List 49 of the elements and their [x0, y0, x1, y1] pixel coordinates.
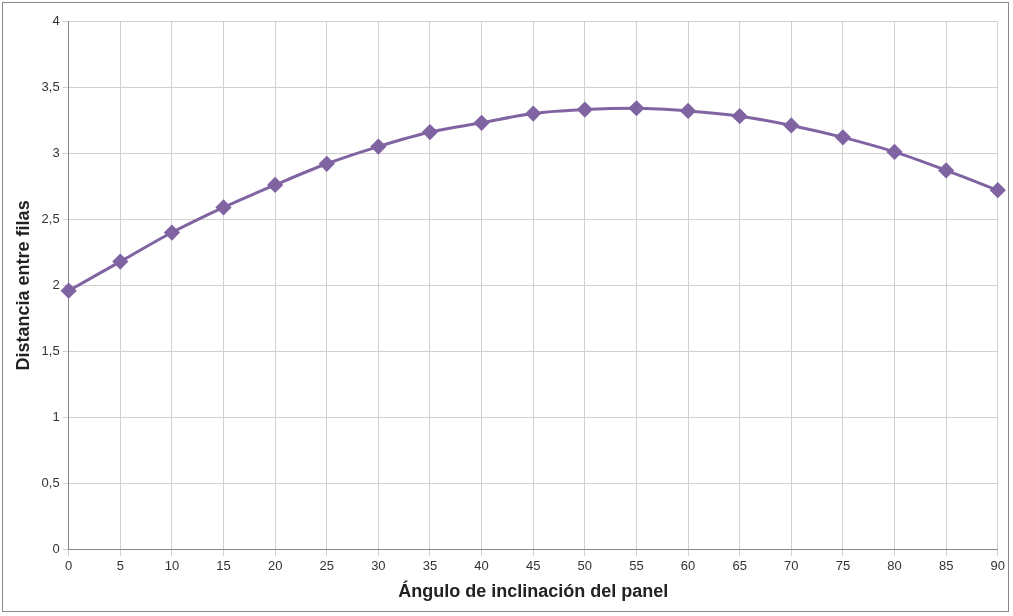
y-tick-label: 4 [52, 12, 60, 28]
point [216, 199, 232, 215]
y-tick-label: 1 [52, 409, 60, 425]
x-tick-label: 85 [938, 558, 954, 574]
y-tick-label: 2,5 [41, 210, 60, 226]
point [164, 225, 180, 241]
point [370, 139, 386, 155]
x-tick-label: 80 [887, 558, 902, 574]
x-tick-label: 90 [990, 558, 1005, 574]
x-tick-label: 60 [680, 558, 696, 574]
x-tick-label: 20 [267, 558, 283, 574]
y-tick-label: 0 [52, 541, 60, 557]
point [990, 182, 1006, 198]
x-tick-label: 45 [525, 558, 541, 574]
y-tick-label: 0,5 [41, 475, 60, 491]
x-tick-label: 75 [835, 558, 851, 574]
point [577, 102, 593, 118]
x-tick-label: 15 [216, 558, 231, 574]
y-tick-label: 2 [52, 276, 60, 292]
point [474, 115, 490, 131]
point [422, 124, 438, 140]
y-tick-label: 3 [52, 144, 60, 160]
x-tick-label: 25 [319, 558, 334, 574]
point [319, 156, 335, 172]
y-axis-title: Distancia entre filas [12, 200, 33, 371]
x-tick-label: 0 [65, 558, 73, 574]
point [887, 144, 903, 160]
point [267, 177, 283, 193]
point [938, 162, 954, 178]
x-axis-title: Ángulo de inclinación del panel [398, 580, 669, 602]
x-tick-label: 70 [784, 558, 799, 574]
point [61, 283, 77, 299]
x-tick-label: 50 [577, 558, 593, 574]
point [628, 100, 644, 116]
y-tick-label: 3,5 [41, 78, 60, 94]
x-tick-label: 10 [164, 558, 180, 574]
x-tick-label: 5 [116, 558, 124, 574]
x-tick-label: 40 [474, 558, 489, 574]
y-tick-label: 1,5 [41, 343, 60, 359]
x-tick-label: 30 [371, 558, 386, 574]
point [835, 129, 851, 145]
point [525, 106, 541, 122]
x-tick-label: 65 [732, 558, 747, 574]
point [680, 103, 696, 119]
point [783, 117, 799, 133]
x-tick-label: 55 [629, 558, 644, 574]
x-tick-label: 35 [422, 558, 438, 574]
point [732, 108, 748, 124]
point [112, 254, 128, 270]
